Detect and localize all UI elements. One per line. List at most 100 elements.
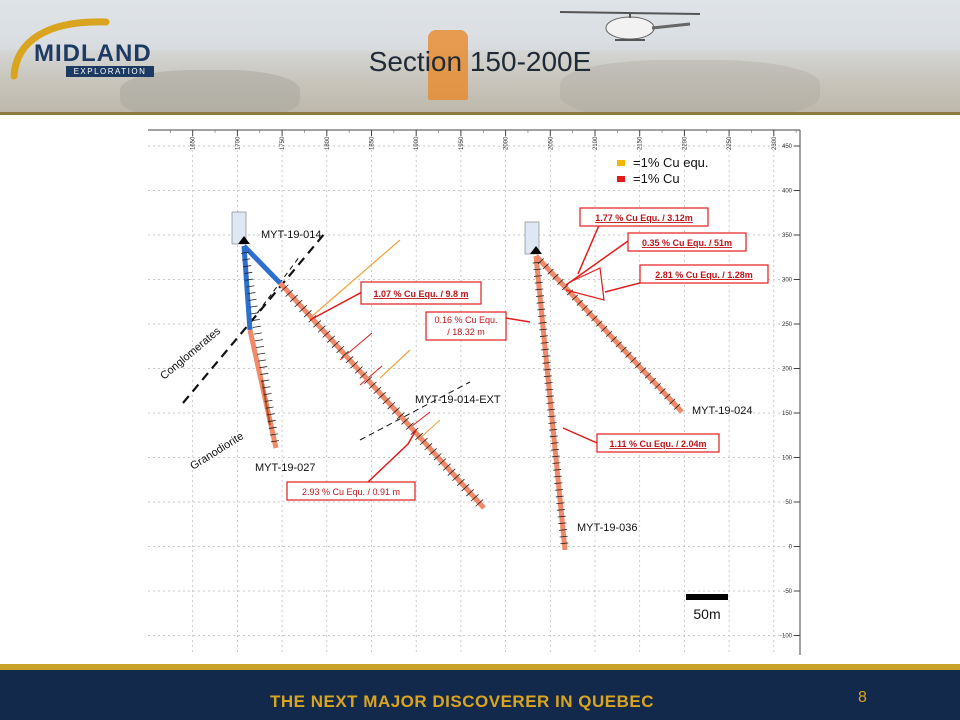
- hole-tick: [299, 304, 308, 313]
- hole-tick: [336, 345, 345, 354]
- header-divider: [0, 112, 960, 115]
- callout-box: [360, 281, 482, 305]
- contact-line-secondary: [251, 255, 301, 321]
- hole-tick: [415, 432, 424, 441]
- callout-text-line1: 0.16 % Cu Equ.: [434, 315, 497, 325]
- hole-tick: [635, 362, 642, 369]
- hole-tick: [547, 408, 556, 411]
- geology-label-conglomerates: Conglomerates: [158, 325, 223, 382]
- hole-tick: [558, 522, 567, 525]
- hole-tick: [539, 335, 548, 337]
- hole-tick: [549, 435, 558, 438]
- hole-tick: [552, 462, 561, 464]
- person-in-orange-vest: [428, 30, 468, 100]
- y-tick-label: 200: [782, 367, 793, 373]
- hole-label-myt-19-014-ext: MYT-19-014-EXT: [415, 394, 501, 406]
- hole-tick: [267, 420, 276, 423]
- hole-tick: [248, 298, 257, 301]
- hole-tick: [654, 382, 661, 390]
- hole-tick: [245, 278, 254, 281]
- hole-tick: [419, 437, 428, 446]
- y-tick-label: 450: [782, 144, 793, 150]
- hole-tick: [536, 301, 545, 304]
- x-tick-label: 1900: [414, 136, 420, 150]
- legend-swatch-cu-equ: [617, 160, 625, 166]
- hole-tick: [556, 502, 565, 505]
- hole-tick: [557, 515, 566, 518]
- header-rock: [120, 70, 300, 112]
- hole-tick: [591, 315, 598, 322]
- hole-tick: [350, 361, 359, 369]
- logo-subtext: EXPLORATION: [66, 66, 154, 77]
- hole-tick: [303, 310, 312, 318]
- hole-label-myt-19-014: MYT-19-014: [261, 229, 322, 241]
- hole-tick: [533, 275, 542, 277]
- hole-tick: [541, 348, 550, 351]
- hole-tick: [581, 304, 588, 312]
- hole-tick: [252, 325, 261, 328]
- callout-leader: [565, 240, 629, 286]
- hole-tick: [553, 469, 562, 471]
- hole-tick: [433, 453, 442, 461]
- hole-tick: [557, 278, 564, 286]
- x-tick-label: 2300: [772, 136, 778, 150]
- hole-tick: [241, 251, 250, 254]
- hole-tick: [470, 494, 479, 502]
- hole-tick: [545, 388, 554, 391]
- y-tick-label: -50: [783, 589, 792, 595]
- hole-tick: [266, 413, 275, 416]
- x-tick-label: 2100: [593, 136, 599, 150]
- hole-tick: [368, 381, 377, 389]
- hole-tick: [340, 350, 349, 359]
- hole-tick: [544, 382, 553, 384]
- hole-tick: [452, 473, 461, 481]
- hole-tick: [456, 478, 465, 487]
- hole-tick: [549, 428, 558, 431]
- hole-tick: [553, 475, 562, 478]
- hole-tick: [559, 535, 568, 538]
- y-tick-label: 150: [782, 411, 793, 417]
- hole-tick: [405, 422, 414, 430]
- page-title: Section 150-200E: [368, 46, 592, 77]
- hole-tick: [270, 440, 279, 443]
- hole-tick: [555, 495, 564, 498]
- hole-tick: [540, 342, 549, 344]
- callout-text: 2.81 % Cu Equ. / 1.28m: [655, 270, 753, 280]
- hole-tick: [559, 529, 568, 531]
- hole-tick: [254, 339, 263, 342]
- x-axis-ticks: 1650 1700 1750 1800 1850 1900 1950 2000 2050 2100…: [170, 130, 797, 150]
- mineral-projection: [309, 239, 401, 319]
- hole-tick: [251, 319, 260, 322]
- hole-tick: [560, 542, 569, 545]
- hole-tick: [475, 499, 484, 507]
- callout-text: 0.35 % Cu Equ. / 51m: [642, 238, 732, 248]
- hole-tick: [537, 258, 545, 265]
- hole-tick: [424, 442, 433, 451]
- hole-label-myt-19-024: MYT-19-024: [692, 405, 753, 417]
- hole-tick: [545, 395, 554, 398]
- hole-tick: [438, 458, 447, 466]
- hole-tick: [562, 284, 569, 291]
- hole-tick: [615, 341, 622, 348]
- hole-tick: [289, 294, 298, 302]
- hole-tick: [354, 366, 363, 374]
- hole-tick: [294, 299, 303, 308]
- hole-tick: [280, 284, 289, 292]
- hole-tick: [586, 310, 593, 317]
- callout-4: 1.77 % Cu Equ. / 3.12m: [577, 207, 709, 275]
- y-tick-label: 50: [785, 500, 792, 506]
- callout-leader: [505, 317, 531, 323]
- hole-tick: [331, 340, 340, 349]
- hole-tick: [571, 294, 579, 301]
- x-tick-label: 1750: [280, 136, 286, 150]
- ext-boundary-line: [359, 381, 471, 441]
- hole-tick: [550, 442, 559, 444]
- callout-text: 1.77 % Cu Equ. / 3.12m: [595, 213, 693, 223]
- x-tick-label: 1700: [235, 136, 241, 150]
- hole-tick: [644, 372, 652, 379]
- hole-tick: [539, 328, 548, 331]
- hole-tick: [538, 322, 547, 324]
- bracket: [565, 267, 605, 301]
- collar-marker: [530, 246, 542, 254]
- hole-tick: [551, 448, 560, 451]
